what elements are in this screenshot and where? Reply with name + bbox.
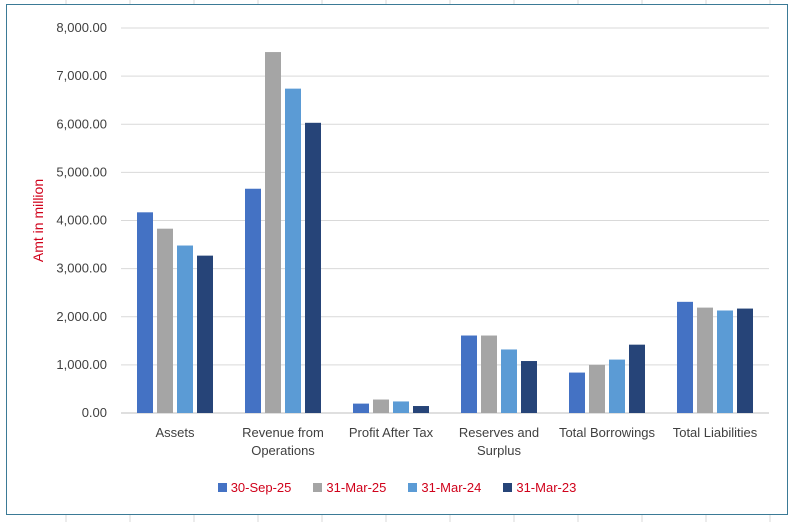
bar	[353, 403, 369, 413]
x-tick-label: Total Borrowings	[559, 425, 656, 440]
bar	[373, 399, 389, 413]
bar	[137, 212, 153, 413]
legend-swatch	[217, 483, 227, 492]
bar	[265, 52, 281, 413]
y-tick-label: 6,000.00	[56, 116, 107, 131]
bar	[461, 335, 477, 413]
bar	[677, 301, 693, 413]
y-tick-label: 7,000.00	[56, 68, 107, 83]
x-tick-label: Profit After Tax	[349, 425, 434, 440]
bar	[589, 364, 605, 413]
bar-chart: 0.00 1,000.00 2,000.00 3,000.00 4,000.00 5,00…	[30, 20, 769, 458]
legend-label: 31-Mar-23	[516, 480, 577, 495]
bar	[245, 188, 261, 413]
legend-swatch	[503, 483, 513, 492]
y-axis-title: Amt in million	[30, 179, 46, 262]
y-tick-label: 5,000.00	[56, 164, 107, 179]
legend-label: 31-Mar-25	[326, 480, 387, 495]
legend-swatch	[408, 483, 418, 492]
bar	[521, 361, 537, 413]
y-tick-label: 1,000.00	[56, 357, 107, 372]
y-tick-label: 4,000.00	[56, 213, 107, 228]
bar	[413, 406, 429, 413]
bar	[177, 245, 193, 413]
legend-item: 31-Mar-25	[313, 480, 386, 495]
legend-swatch	[313, 483, 323, 492]
x-tick-label: Revenue from Operations	[242, 425, 324, 458]
bar	[717, 310, 733, 413]
y-tick-label: 8,000.00	[56, 20, 107, 35]
legend-item: 31-Mar-24	[408, 480, 481, 495]
bar	[737, 308, 753, 413]
legend-item: 30-Sep-25	[217, 480, 292, 495]
bar	[609, 359, 625, 413]
y-tick-label: 2,000.00	[56, 309, 107, 324]
bar	[305, 122, 321, 414]
bar	[501, 349, 517, 413]
bar	[697, 307, 713, 413]
bar	[569, 372, 585, 413]
legend-label: 30-Sep-25	[230, 480, 292, 495]
bar	[629, 344, 645, 413]
bar	[197, 255, 213, 413]
x-tick-label: Assets	[155, 425, 195, 440]
legend-item: 31-Mar-23	[503, 480, 576, 495]
y-tick-label: 0.00	[82, 405, 107, 420]
bar	[285, 88, 301, 413]
y-tick-label: 3,000.00	[56, 261, 107, 276]
bar	[481, 335, 497, 413]
x-tick-label: Total Liabilities	[673, 425, 758, 440]
x-tick-label: Reserves and Surplus	[459, 425, 539, 458]
legend-label: 31-Mar-24	[421, 480, 482, 495]
chart-area[interactable]: 0.00 1,000.00 2,000.00 3,000.00 4,000.00 5,00…	[6, 4, 788, 515]
bar	[157, 228, 173, 413]
chart-legend: 30-Sep-25 31-Mar-25 31-Mar-24 31-Mar-23	[7, 480, 787, 495]
bar	[393, 401, 409, 413]
